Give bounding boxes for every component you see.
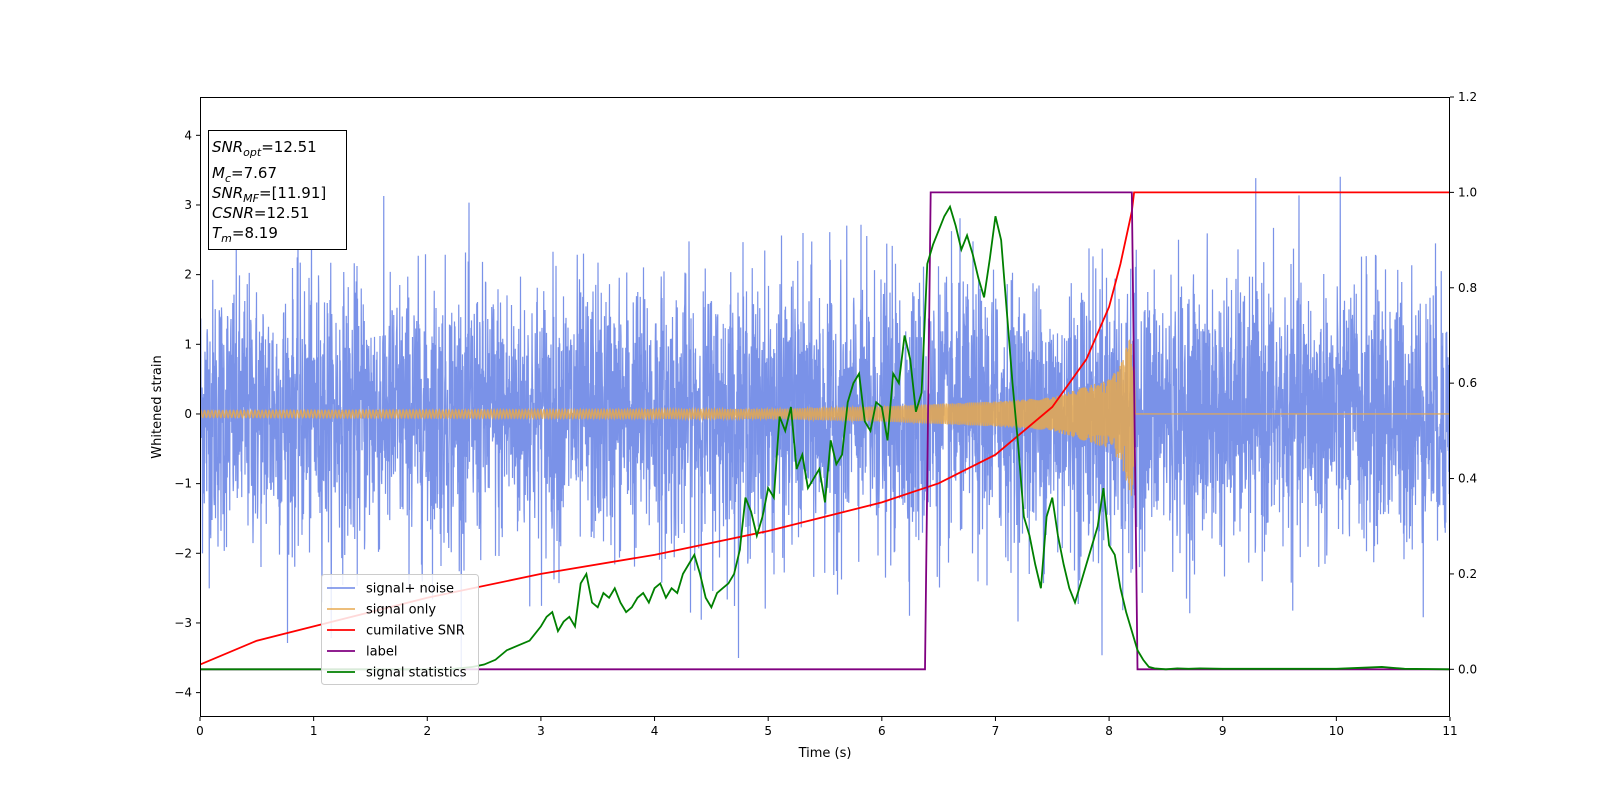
y-left-tick-label: 1 bbox=[184, 337, 192, 351]
legend-frame bbox=[321, 574, 479, 685]
y-left-tick-label: −1 bbox=[174, 477, 192, 491]
y-left-tick-label: 0 bbox=[184, 407, 192, 421]
x-tick-label: 6 bbox=[878, 724, 886, 738]
y-left-tick-label: −2 bbox=[174, 546, 192, 560]
y-axis-left: −4 −3 −2 −1 0 1 2 3 4 bbox=[174, 128, 200, 700]
x-tick-label: 4 bbox=[651, 724, 659, 738]
x-axis-label: Time (s) bbox=[798, 746, 852, 761]
legend: signal+ noise signal only cumilative SNR la… bbox=[321, 574, 479, 685]
x-tick-label: 8 bbox=[1105, 724, 1113, 738]
x-tick-label: 5 bbox=[764, 724, 772, 738]
legend-label: signal statistics bbox=[366, 666, 467, 681]
x-tick-label: 3 bbox=[537, 724, 545, 738]
y-right-tick-label: 0.0 bbox=[1458, 662, 1477, 676]
x-tick-label: 1 bbox=[310, 724, 318, 738]
y-right-tick-label: 1.0 bbox=[1458, 185, 1477, 199]
x-tick-label: 2 bbox=[423, 724, 431, 738]
y-left-tick-label: −4 bbox=[174, 686, 192, 700]
y-left-tick-label: 2 bbox=[184, 268, 192, 282]
legend-label: label bbox=[366, 645, 397, 660]
stats-annotation-box: SNRopt=12.51 Mc=7.67 SNRMF=[11.91] CSNR=… bbox=[208, 130, 347, 250]
y-axis-label: Whitened strain bbox=[150, 355, 165, 458]
axes-frame bbox=[200, 97, 1450, 717]
x-tick-label: 9 bbox=[1219, 724, 1227, 738]
y-axis-right: 0.0 0.2 0.4 0.6 0.8 1.0 1.2 bbox=[1450, 90, 1477, 676]
y-left-tick-label: −3 bbox=[174, 616, 192, 630]
legend-label: cumilative SNR bbox=[366, 624, 465, 639]
x-axis: 0 1 2 3 4 5 6 7 8 9 10 11 bbox=[196, 717, 1458, 738]
y-right-tick-label: 0.2 bbox=[1458, 567, 1477, 581]
annotation-csnr: CSNR=12.51 bbox=[212, 204, 309, 222]
legend-label: signal+ noise bbox=[366, 582, 454, 597]
x-tick-label: 7 bbox=[992, 724, 1000, 738]
x-tick-label: 0 bbox=[196, 724, 204, 738]
y-left-tick-label: 4 bbox=[184, 128, 192, 142]
signal-only-line bbox=[200, 339, 1450, 496]
y-right-tick-label: 1.2 bbox=[1458, 90, 1477, 104]
y-right-tick-label: 0.8 bbox=[1458, 281, 1477, 295]
y-right-tick-label: 0.4 bbox=[1458, 472, 1477, 486]
x-tick-label: 10 bbox=[1329, 724, 1344, 738]
y-left-tick-label: 3 bbox=[184, 198, 192, 212]
annotation-snr-opt: SNRopt=12.51 bbox=[212, 138, 317, 159]
annotation-frame bbox=[208, 130, 347, 250]
annotation-snr-mf: SNRMF=[11.91] bbox=[212, 184, 326, 205]
annotation-tm: Tm=8.19 bbox=[212, 224, 278, 245]
legend-label: signal only bbox=[366, 603, 436, 618]
signal-statistics-line bbox=[200, 204, 1450, 671]
annotation-mc: Mc=7.67 bbox=[212, 164, 277, 185]
x-tick-label: 11 bbox=[1442, 724, 1457, 738]
y-right-tick-label: 0.6 bbox=[1458, 376, 1477, 390]
